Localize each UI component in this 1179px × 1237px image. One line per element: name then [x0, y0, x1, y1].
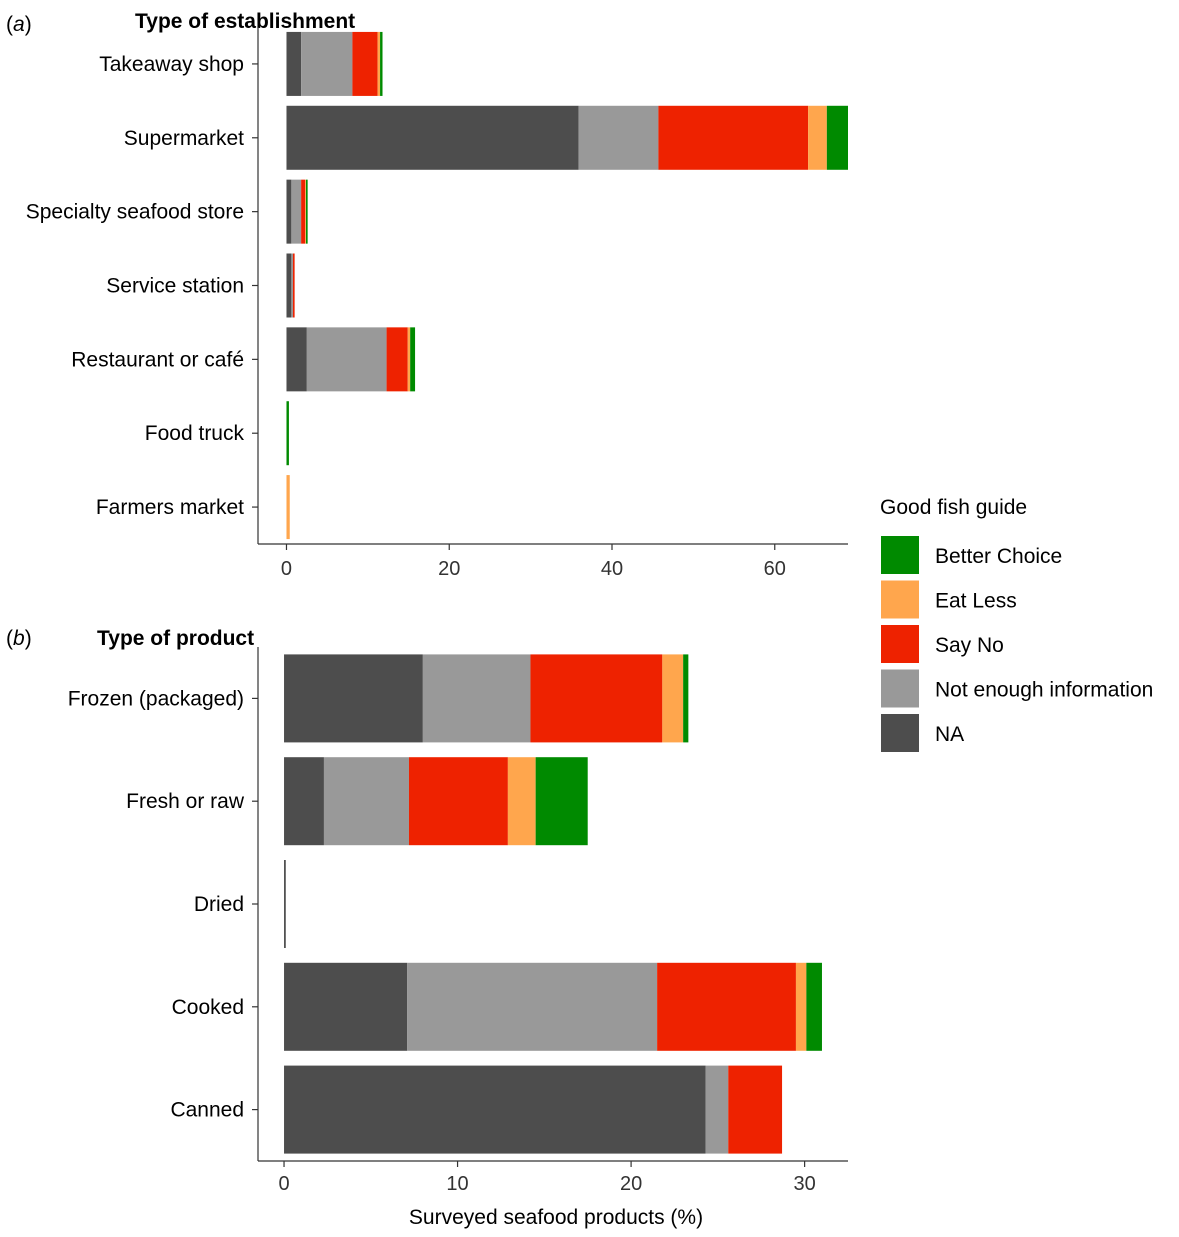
bar-segment-fresh-or-raw-not-enough-information — [323, 757, 409, 846]
bar-segment-supermarket-eat-less — [808, 105, 827, 170]
panel-b-title: Type of product — [97, 627, 254, 650]
panel-b-x-axis: 0 10 20 30 — [252, 647, 848, 1195]
bar-segment-takeaway-shop-better-choice — [380, 31, 383, 96]
bar-segment-specialty-seafood-store-not-enough-information — [291, 179, 302, 244]
bar-segment-takeaway-shop-na — [286, 31, 302, 96]
bar-segment-fresh-or-raw-say-no — [408, 757, 508, 846]
bar-segment-cooked-not-enough-information — [407, 962, 658, 1051]
bar-segment-cooked-say-no — [657, 962, 796, 1051]
category-label-takeaway-shop: Takeaway shop — [99, 53, 244, 76]
panel-a: (a) Type of establishment Takeaway shop S… — [6, 10, 848, 580]
bar-segment-specialty-seafood-store-eat-less — [305, 179, 307, 244]
legend-label-say-no: Say No — [935, 634, 1004, 657]
bar-segment-restaurant-or-caf-not-enough-information — [306, 327, 387, 392]
legend-swatch-eat-less — [881, 580, 919, 619]
bar-segment-fresh-or-raw-eat-less — [507, 757, 536, 846]
legend-swatch-better-choice — [881, 536, 919, 574]
bar-segment-supermarket-better-choice — [826, 105, 848, 170]
category-label-specialty-seafood-store: Specialty seafood store — [26, 201, 244, 224]
panel-a-tag-letter: a — [13, 13, 25, 36]
bar-segment-takeaway-shop-not-enough-information — [301, 31, 353, 96]
panel-b-tag: (b) — [6, 627, 32, 650]
x-tick-label: 40 — [601, 558, 623, 580]
bar-segment-cooked-better-choice — [806, 962, 822, 1051]
bar-segment-frozen-packaged-not-enough-information — [422, 654, 531, 743]
bar-segment-takeaway-shop-eat-less — [377, 31, 381, 96]
panel-a-bars — [286, 31, 848, 540]
bar-segment-canned-say-no — [728, 1065, 783, 1154]
category-label-farmers-market: Farmers market — [96, 496, 244, 519]
bar-segment-dried-na — [284, 860, 286, 948]
bar-segment-restaurant-or-caf-eat-less — [407, 327, 411, 392]
panel-a-title: Type of establishment — [135, 10, 355, 33]
bar-segment-canned-not-enough-information — [705, 1065, 729, 1154]
x-tick-label: 60 — [764, 558, 786, 580]
bar-segment-specialty-seafood-store-say-no — [301, 179, 306, 244]
category-label-food-truck: Food truck — [145, 422, 245, 445]
x-axis-title: Surveyed seafood products (%) — [409, 1206, 703, 1229]
bar-segment-canned-na — [284, 1065, 706, 1154]
bar-segment-restaurant-or-caf-say-no — [386, 327, 408, 392]
bar-segment-cooked-na — [284, 962, 408, 1051]
panel-b-category-labels: Frozen (packaged) Fresh or raw Dried Cooked… — [68, 687, 245, 1121]
bar-segment-frozen-packaged-na — [284, 654, 423, 743]
legend: Good fish guide Better Choice Eat Less Say… — [880, 496, 1153, 752]
legend-label-na: NA — [935, 723, 964, 746]
panel-b-tag-letter: b — [13, 627, 25, 650]
bar-segment-frozen-packaged-eat-less — [662, 654, 684, 743]
bar-segment-fresh-or-raw-better-choice — [535, 757, 588, 846]
bar-segment-frozen-packaged-better-choice — [683, 654, 689, 743]
bar-segment-frozen-packaged-say-no — [530, 654, 663, 743]
legend-swatch-not-enough-information — [881, 669, 919, 708]
panel-a-tag: (a) — [6, 13, 32, 36]
legend-label-eat-less: Eat Less — [935, 590, 1017, 613]
legend-swatch-na — [881, 714, 919, 752]
panel-a-category-labels: Takeaway shop Supermarket Specialty seafoo… — [26, 53, 245, 519]
bar-segment-supermarket-not-enough-information — [578, 105, 659, 170]
legend-swatch-say-no — [881, 625, 919, 663]
category-label-frozen-packaged: Frozen (packaged) — [68, 687, 244, 710]
bar-segment-specialty-seafood-store-na — [286, 179, 292, 244]
category-label-canned: Canned — [170, 1099, 244, 1122]
category-label-dried: Dried — [194, 893, 244, 916]
bar-segment-food-truck-better-choice — [286, 401, 289, 466]
x-tick-label: 20 — [620, 1173, 642, 1195]
x-tick-label: 30 — [793, 1173, 815, 1195]
category-label-supermarket: Supermarket — [124, 127, 244, 150]
legend-title: Good fish guide — [880, 496, 1027, 519]
panel-a-x-axis: 0 20 40 60 — [252, 27, 848, 580]
bar-segment-takeaway-shop-say-no — [352, 31, 378, 96]
legend-label-not-enough-information: Not enough information — [935, 679, 1153, 702]
x-tick-label: 0 — [281, 558, 292, 580]
category-label-cooked: Cooked — [172, 996, 244, 1019]
panel-b: (b) Type of product Frozen (packaged) Fre… — [6, 627, 848, 1229]
bar-segment-restaurant-or-caf-better-choice — [410, 327, 416, 392]
legend-label-better-choice: Better Choice — [935, 545, 1062, 568]
bar-segment-cooked-eat-less — [795, 962, 807, 1051]
bar-segment-supermarket-na — [286, 105, 579, 170]
bar-segment-supermarket-say-no — [658, 105, 809, 170]
panel-b-bars — [284, 654, 822, 1154]
legend-items: Better Choice Eat Less Say No Not enough in… — [881, 536, 1153, 752]
category-label-restaurant-or-caf: Restaurant or café — [71, 348, 244, 371]
category-label-service-station: Service station — [106, 275, 244, 298]
bar-segment-service-station-na — [286, 253, 292, 318]
x-tick-label: 0 — [278, 1173, 289, 1195]
bar-segment-specialty-seafood-store-better-choice — [306, 179, 308, 244]
bar-segment-service-station-say-no — [292, 253, 295, 318]
category-label-fresh-or-raw: Fresh or raw — [126, 790, 245, 813]
bar-segment-farmers-market-eat-less — [286, 475, 290, 540]
x-tick-label: 10 — [446, 1173, 468, 1195]
bar-segment-service-station-not-enough-information — [291, 253, 293, 318]
x-tick-label: 20 — [438, 558, 460, 580]
bar-segment-restaurant-or-caf-na — [286, 327, 307, 392]
bar-segment-fresh-or-raw-na — [284, 757, 324, 846]
